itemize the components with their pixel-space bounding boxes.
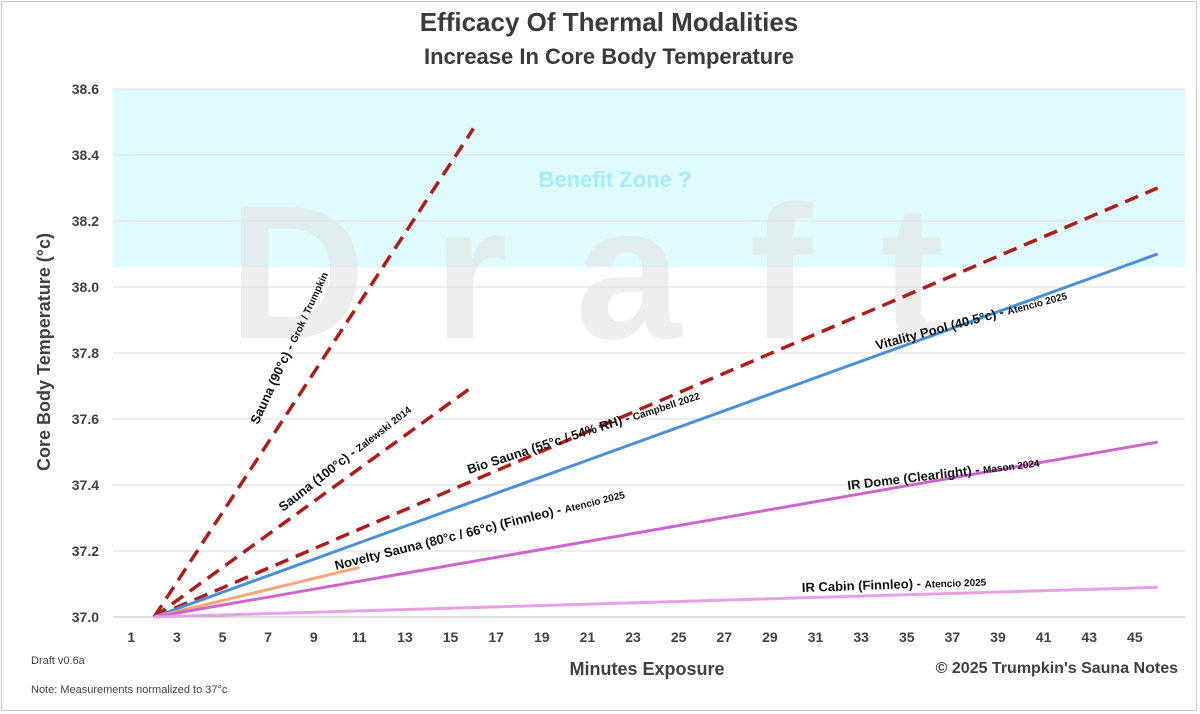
- x-tick-label: 29: [762, 629, 778, 645]
- x-axis-label: Minutes Exposure: [569, 659, 724, 679]
- series-line-biosauna: [153, 186, 1159, 619]
- x-tick-label: 41: [1036, 629, 1052, 645]
- copyright: © 2025 Trumpkin's Sauna Notes: [936, 660, 1178, 677]
- chart-subtitle: Increase In Core Body Temperature: [424, 44, 794, 69]
- x-tick-label: 9: [310, 629, 318, 645]
- x-tick-label: 25: [671, 629, 687, 645]
- y-tick-label: 38.6: [72, 81, 99, 97]
- benefit-zone-band: [113, 89, 1185, 268]
- series-label-ircabin: IR Cabin (Finnleo) - Atencio 2025: [802, 574, 987, 595]
- watermark: Draft: [228, 167, 1011, 379]
- gridlines: [113, 88, 1185, 618]
- y-tick-label: 38.2: [72, 213, 99, 229]
- series-lines: [152, 127, 1159, 619]
- series-line-ircabin: [154, 585, 1158, 619]
- x-tick-label: 15: [443, 629, 459, 645]
- x-tick-label: 17: [488, 629, 504, 645]
- x-tick-label: 7: [264, 629, 272, 645]
- benefit-zone: [113, 89, 1185, 268]
- y-tick-label: 37.8: [72, 345, 99, 361]
- series-line-sauna90: [152, 127, 475, 618]
- chart-title: Efficacy Of Thermal Modalities: [420, 7, 799, 37]
- y-tick-label: 37.0: [72, 609, 99, 625]
- x-tick-label: 13: [397, 629, 413, 645]
- series-label-sauna100: Sauna (100°c) - Zalewski 2014: [276, 402, 415, 515]
- x-tick-label: 33: [853, 629, 869, 645]
- x-tick-label: 27: [716, 629, 732, 645]
- series-line-novelty: [153, 566, 360, 619]
- x-tick-label: 5: [219, 629, 227, 645]
- series-line-irdome: [153, 440, 1158, 619]
- y-tick-label: 38.0: [72, 279, 99, 295]
- series-label-irdome: IR Dome (Clearlight) - Mason 2024: [847, 454, 1041, 492]
- x-tick-label: 31: [808, 629, 824, 645]
- y-tick-label: 37.6: [72, 411, 99, 427]
- x-tick-label: 3: [173, 629, 181, 645]
- x-tick-label: 11: [352, 629, 367, 645]
- x-tick-label: 19: [534, 629, 550, 645]
- y-axis-label: Core Body Temperature (°c): [34, 233, 54, 471]
- x-tick-label: 37: [945, 629, 961, 645]
- x-tick-labels: 1 3 5 7 9 11 13 15 17 19 21 23 25 27 29 31 33 35 37 39 41 43 4…: [127, 629, 1142, 645]
- series-line-vitality: [153, 252, 1159, 619]
- x-tick-label: 35: [899, 629, 915, 645]
- x-tick-label: 21: [580, 629, 596, 645]
- x-tick-label: 43: [1081, 629, 1097, 645]
- x-tick-label: 23: [625, 629, 641, 645]
- y-tick-label: 37.2: [72, 543, 99, 559]
- footnote: Note: Measurements normalized to 37°c: [31, 684, 228, 696]
- y-tick-label: 38.4: [72, 147, 99, 163]
- y-tick-label: 37.4: [72, 477, 99, 493]
- x-tick-label: 39: [990, 629, 1006, 645]
- x-tick-label: 1: [127, 629, 135, 645]
- version-label: Draft v0.6a: [31, 655, 86, 667]
- x-tick-label: 45: [1127, 629, 1143, 645]
- benefit-zone-label: Benefit Zone ?: [539, 167, 692, 192]
- y-tick-labels: 37.0 37.2 37.4 37.6 37.8 38.0 38.2 38.4 38.6: [72, 81, 99, 625]
